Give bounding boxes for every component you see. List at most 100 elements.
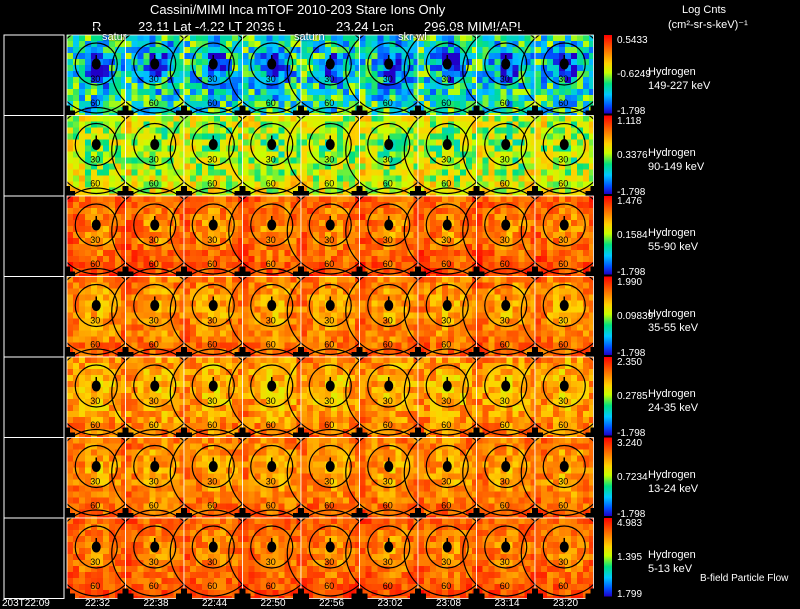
boundary-marker xyxy=(415,266,421,283)
ring-label-30: 30 xyxy=(441,476,451,486)
planet-marker xyxy=(559,541,569,553)
boundary-marker xyxy=(356,105,363,122)
colorbar-max-value: 1.476 xyxy=(617,196,643,207)
ring-label-30: 30 xyxy=(558,74,568,84)
colorbar xyxy=(604,437,612,516)
ring-label-60: 60 xyxy=(207,500,217,510)
boundary-marker xyxy=(356,427,363,444)
ring-label-60: 60 xyxy=(441,339,451,349)
ring-30 xyxy=(308,42,352,86)
ring-30 xyxy=(542,364,586,408)
ring-label-60: 60 xyxy=(441,98,451,108)
boundary-marker xyxy=(532,588,538,605)
boundary-marker xyxy=(64,347,70,363)
colorbar-mid-value: 0.1584 xyxy=(617,230,648,241)
ring-label-60: 60 xyxy=(266,420,276,430)
colorbar xyxy=(604,276,612,355)
ring-label-30: 30 xyxy=(90,476,100,486)
planet-marker xyxy=(267,219,277,231)
boundary-marker xyxy=(356,186,363,202)
colorbar-max-value: 0.5433 xyxy=(617,35,648,46)
ring-label-30: 30 xyxy=(500,557,510,567)
legend-units: (cm²-sr-s-keV)⁻¹ xyxy=(668,19,748,31)
ring-label-60: 60 xyxy=(383,339,393,349)
planet-marker xyxy=(325,219,335,231)
ring-label-60: 60 xyxy=(383,259,393,269)
image-panel xyxy=(535,518,594,599)
ring-30 xyxy=(133,525,177,569)
image-panel xyxy=(125,357,184,438)
ring-30 xyxy=(484,283,528,328)
planet-marker xyxy=(325,138,335,150)
ring-30 xyxy=(542,525,586,569)
planet-marker xyxy=(442,380,452,392)
ring-label-60: 60 xyxy=(441,178,451,188)
energy-range-label: 13-24 keV xyxy=(648,482,699,495)
planet-marker xyxy=(91,460,101,472)
ring-label-30: 30 xyxy=(383,74,393,84)
ring-30 xyxy=(425,525,469,569)
boundary-marker xyxy=(532,186,538,202)
boundary-marker xyxy=(473,588,480,605)
planet-marker xyxy=(442,219,452,231)
ring-label-30: 30 xyxy=(149,476,159,486)
boundary-marker xyxy=(473,266,480,283)
colorbar xyxy=(604,518,612,597)
ring-label-60: 60 xyxy=(558,259,568,269)
ring-label-60: 60 xyxy=(149,98,159,108)
boundary-marker xyxy=(590,508,597,524)
ring-30 xyxy=(425,42,469,86)
ring-30 xyxy=(133,283,177,328)
boundary-marker xyxy=(473,427,480,444)
ring-label-60: 60 xyxy=(266,98,276,108)
boundary-marker xyxy=(298,105,304,122)
ring-label-30: 30 xyxy=(383,154,393,164)
ring-30 xyxy=(425,283,469,328)
energy-range-label: 90-149 keV xyxy=(648,160,705,173)
planet-marker xyxy=(91,299,101,311)
ring-30 xyxy=(250,283,294,328)
energy-range-label: 24-35 keV xyxy=(648,402,699,414)
ring-label-30: 30 xyxy=(383,235,393,245)
left-panel-box xyxy=(3,517,65,599)
species-label: Hydrogen xyxy=(648,307,696,320)
energy-range-label: 5-13 keV xyxy=(648,563,693,575)
ring-label-30: 30 xyxy=(558,235,568,245)
ring-label-60: 60 xyxy=(383,98,393,108)
ring-30 xyxy=(367,525,411,569)
ring-30 xyxy=(250,444,294,489)
colorbar-min-value: 1.799 xyxy=(617,589,643,600)
boundary-marker xyxy=(239,105,246,122)
ring-label-60: 60 xyxy=(207,581,217,591)
colorbar xyxy=(604,196,612,275)
ring-30 xyxy=(542,444,586,489)
ring-label-60: 60 xyxy=(266,178,276,188)
ring-label-30: 30 xyxy=(266,557,276,567)
colorbar-mid-value: 1.395 xyxy=(617,552,643,563)
planet-marker xyxy=(150,380,160,392)
species-label: Hydrogen xyxy=(648,146,696,159)
boundary-marker xyxy=(181,588,187,605)
ring-label-60: 60 xyxy=(324,581,334,591)
planet-marker xyxy=(384,58,394,70)
planet-marker xyxy=(208,138,218,150)
ring-30 xyxy=(133,364,177,408)
ring-30 xyxy=(74,364,118,408)
boundary-marker xyxy=(64,427,70,444)
ring-30 xyxy=(367,283,411,328)
boundary-marker xyxy=(473,347,480,363)
planet-marker xyxy=(384,541,394,553)
planet-marker xyxy=(91,138,101,150)
ring-label-30: 30 xyxy=(207,74,217,84)
ring-label-60: 60 xyxy=(207,178,217,188)
time-tick-label: 23:20 xyxy=(553,598,579,609)
colorbar-min-value: -1.798 xyxy=(617,347,646,359)
ring-label-60: 60 xyxy=(90,259,100,269)
ring-label-60: 60 xyxy=(207,339,217,349)
ring-label-30: 30 xyxy=(441,557,451,567)
boundary-marker xyxy=(590,105,597,122)
ring-label-30: 30 xyxy=(383,396,393,406)
image-panel xyxy=(67,518,126,599)
planet-marker xyxy=(267,138,277,150)
ring-label-60: 60 xyxy=(383,420,393,430)
